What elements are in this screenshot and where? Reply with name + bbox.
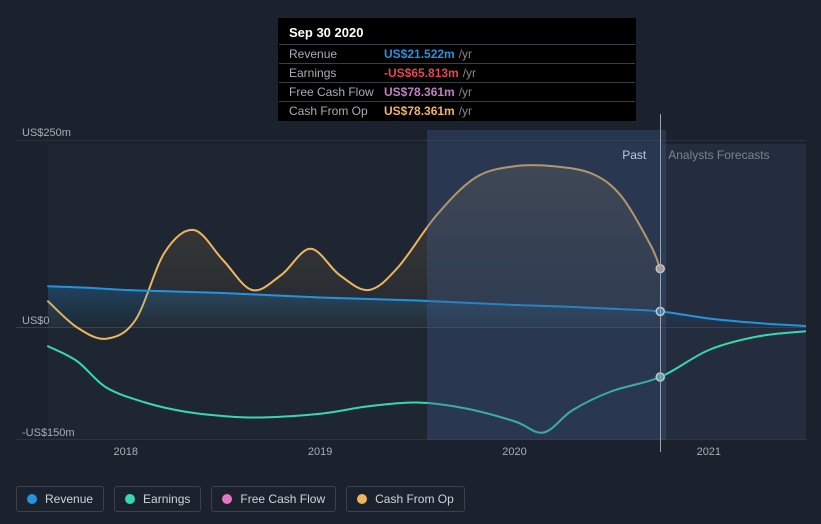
tooltip-value: US$21.522m <box>384 47 455 61</box>
tooltip-suffix: /yr <box>459 47 472 61</box>
legend: Revenue Earnings Free Cash Flow Cash From O… <box>16 486 465 512</box>
tooltip-label: Revenue <box>289 47 384 61</box>
legend-swatch <box>125 494 135 504</box>
tooltip-row: RevenueUS$21.522m/yr <box>279 44 635 63</box>
tooltip-row: Earnings-US$65.813m/yr <box>279 63 635 82</box>
tooltip-label: Earnings <box>289 66 384 80</box>
legend-swatch <box>27 494 37 504</box>
y-axis-label: US$250m <box>22 127 71 139</box>
x-axis-label: 2021 <box>697 446 721 458</box>
legend-item-free_cash_flow[interactable]: Free Cash Flow <box>211 486 336 512</box>
financial-chart <box>16 140 806 440</box>
legend-label: Cash From Op <box>375 492 454 506</box>
legend-item-cash_from_op[interactable]: Cash From Op <box>346 486 465 512</box>
tooltip-suffix: /yr <box>459 104 472 118</box>
legend-label: Earnings <box>143 492 190 506</box>
y-axis-label: -US$150m <box>22 427 75 439</box>
tooltip-suffix: /yr <box>463 66 476 80</box>
legend-swatch <box>357 494 367 504</box>
x-axis-label: 2018 <box>113 446 137 458</box>
tooltip-label: Free Cash Flow <box>289 85 384 99</box>
legend-item-earnings[interactable]: Earnings <box>114 486 201 512</box>
tooltip-value: -US$65.813m <box>384 66 459 80</box>
y-axis-label: US$0 <box>22 315 50 327</box>
tooltip-row: Free Cash FlowUS$78.361m/yr <box>279 82 635 101</box>
hover-line <box>660 114 661 452</box>
x-axis-label: 2020 <box>502 446 526 458</box>
hover-tooltip: Sep 30 2020 RevenueUS$21.522m/yrEarnings… <box>278 18 636 121</box>
hover-band <box>427 130 666 440</box>
forecast-label: Analysts Forecasts <box>668 148 769 162</box>
legend-label: Revenue <box>45 492 93 506</box>
tooltip-date: Sep 30 2020 <box>279 19 635 44</box>
legend-item-revenue[interactable]: Revenue <box>16 486 104 512</box>
legend-label: Free Cash Flow <box>240 492 325 506</box>
x-axis-label: 2019 <box>308 446 332 458</box>
tooltip-value: US$78.361m <box>384 104 455 118</box>
tooltip-value: US$78.361m <box>384 85 455 99</box>
tooltip-row: Cash From OpUS$78.361m/yr <box>279 101 635 120</box>
legend-swatch <box>222 494 232 504</box>
tooltip-suffix: /yr <box>459 85 472 99</box>
tooltip-label: Cash From Op <box>289 104 384 118</box>
